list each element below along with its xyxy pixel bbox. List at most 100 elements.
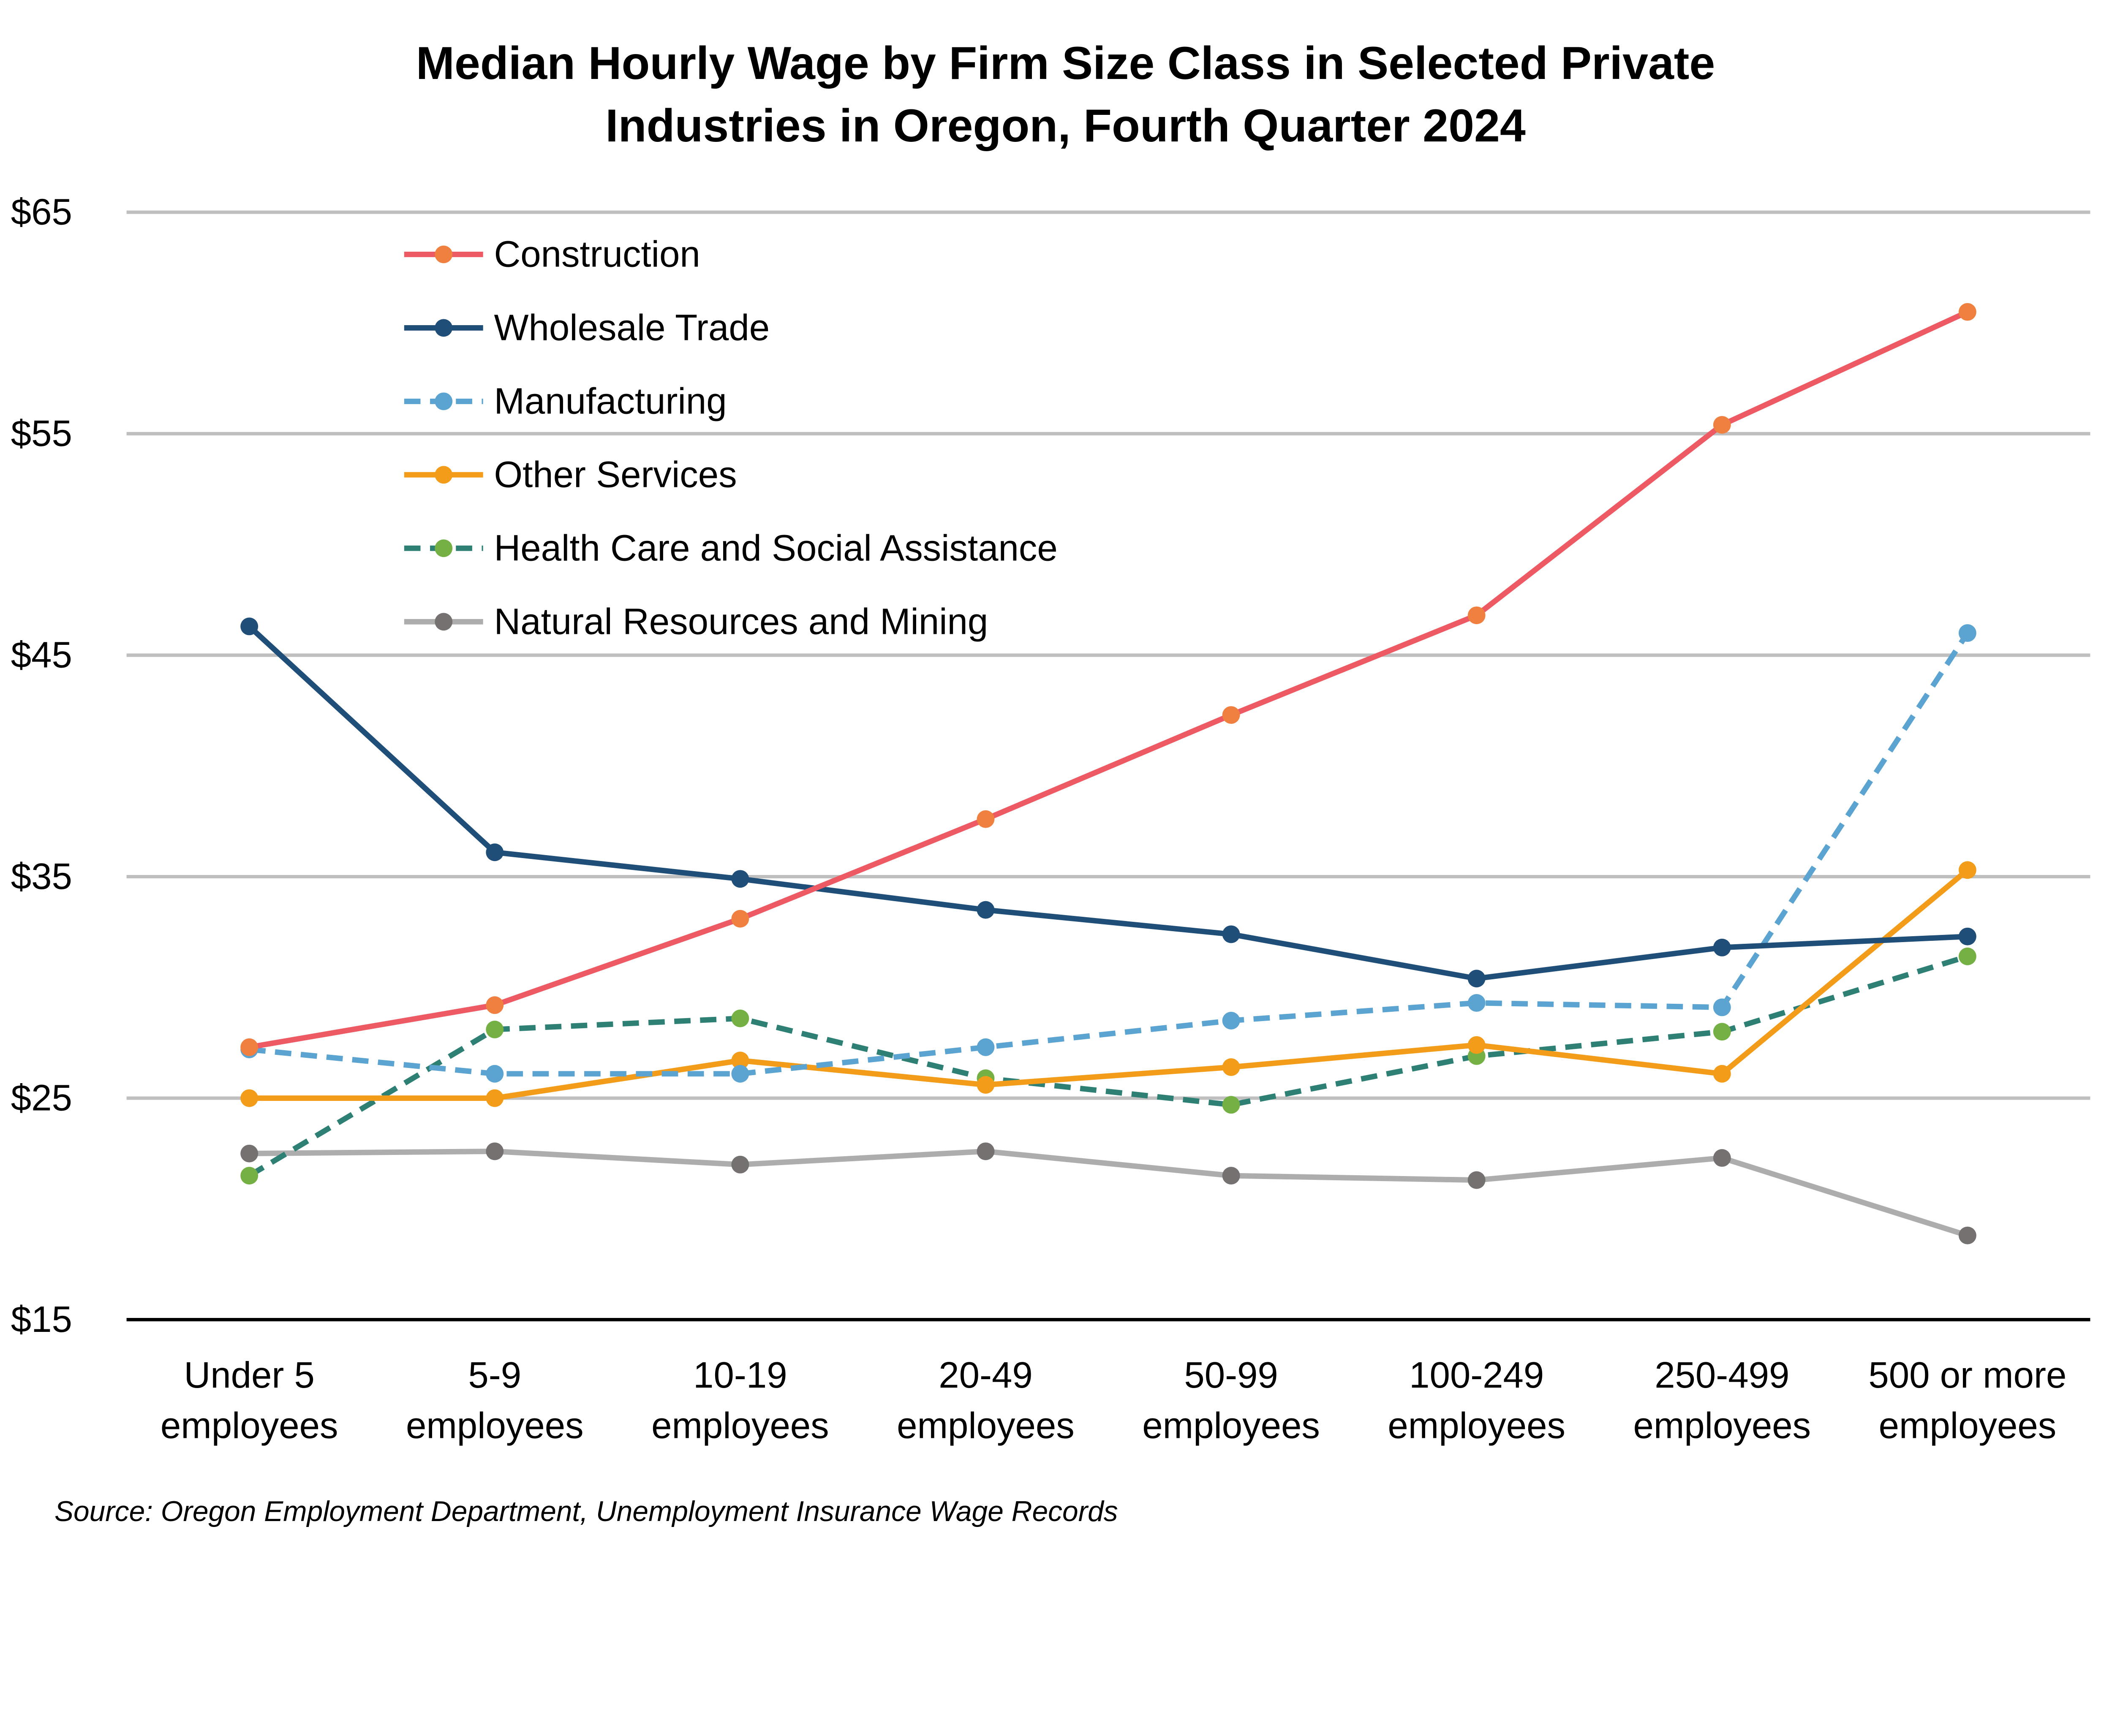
chart-title-line-2: Industries in Oregon, Fourth Quarter 202…	[605, 100, 1526, 152]
data-point	[1958, 861, 1976, 879]
x-tick-label: employees	[1142, 1405, 1320, 1446]
legend-label: Natural Resources and Mining	[494, 601, 988, 642]
data-point	[977, 901, 995, 919]
legend-marker	[435, 466, 453, 484]
data-point	[1958, 624, 1976, 642]
x-tick-label: employees	[651, 1405, 829, 1446]
data-point	[1222, 1058, 1240, 1076]
series-line	[249, 631, 1970, 1077]
series-construction	[240, 303, 1976, 1056]
x-tick-label: employees	[406, 1405, 584, 1446]
data-point	[1467, 970, 1486, 988]
legend-label: Health Care and Social Assistance	[494, 527, 1057, 568]
data-point	[486, 1020, 504, 1038]
legend-label: Wholesale Trade	[494, 307, 770, 348]
y-axis: $15 $25 $35 $45 $55 $65	[11, 192, 72, 1340]
data-point	[1958, 1226, 1976, 1244]
data-point	[486, 996, 504, 1014]
legend-label: Construction	[494, 234, 700, 274]
series-line	[247, 624, 1968, 981]
data-point	[1958, 303, 1976, 321]
line-chart: Median Hourly Wage by Firm Size Class in…	[11, 38, 2090, 1527]
data-point	[1713, 938, 1731, 956]
y-tick-label: $65	[11, 192, 72, 233]
x-tick-label: 100-249	[1409, 1355, 1544, 1396]
data-point	[240, 1038, 259, 1056]
legend-marker	[435, 392, 453, 410]
data-point	[486, 1089, 504, 1107]
series-line	[249, 1148, 1968, 1238]
chart-title-line-1: Median Hourly Wage by Firm Size Class in…	[416, 38, 1715, 89]
data-point	[240, 1144, 259, 1163]
data-point	[731, 1155, 749, 1174]
data-point	[486, 1142, 504, 1160]
legend-label: Manufacturing	[494, 380, 727, 421]
data-point	[977, 810, 995, 828]
legend-item: Manufacturing	[404, 380, 727, 421]
data-point	[977, 1038, 995, 1056]
data-point	[1958, 947, 1976, 965]
x-tick-label: 500 or more	[1868, 1355, 2066, 1396]
data-point	[1222, 706, 1240, 724]
x-tick-label: employees	[1879, 1405, 2057, 1446]
series-line	[249, 309, 1969, 1050]
data-point	[1222, 1167, 1240, 1185]
data-point	[486, 843, 504, 861]
x-tick-label: 50-99	[1184, 1355, 1278, 1396]
legend-label: Other Services	[494, 454, 737, 495]
data-point	[977, 1142, 995, 1160]
data-point	[240, 1089, 259, 1107]
data-point	[1222, 925, 1240, 943]
data-point	[1713, 998, 1731, 1016]
data-point	[1713, 1149, 1731, 1167]
data-point	[1467, 1171, 1486, 1189]
data-point	[1222, 1096, 1240, 1114]
x-tick-label: employees	[897, 1405, 1075, 1446]
x-axis: Under 5 employees 5-9 employees 10-19 employe…	[161, 1355, 2066, 1446]
x-tick-label: 10-19	[693, 1355, 787, 1396]
x-tick-label: employees	[1633, 1405, 1811, 1446]
legend-item: Health Care and Social Assistance	[404, 527, 1058, 568]
x-tick-label: Under 5	[184, 1355, 314, 1396]
data-point	[731, 1051, 749, 1070]
legend-item: Other Services	[404, 454, 737, 495]
y-tick-label: $25	[11, 1078, 72, 1119]
series-manufacturing	[240, 624, 1976, 1083]
legend-marker	[435, 245, 453, 264]
data-point	[1467, 606, 1486, 625]
legend: Construction Wholesale Trade Manufacturing…	[404, 234, 1058, 642]
y-tick-label: $15	[11, 1299, 72, 1340]
data-point	[1713, 1023, 1731, 1041]
series-line	[248, 954, 1968, 1178]
data-point	[486, 1065, 504, 1083]
legend-marker	[435, 613, 453, 631]
data-point	[1222, 1011, 1240, 1030]
legend-marker	[435, 539, 453, 557]
x-tick-label: 5-9	[468, 1355, 521, 1396]
data-point	[1713, 1065, 1731, 1083]
x-tick-label: 250-499	[1655, 1355, 1789, 1396]
data-point	[1713, 416, 1731, 434]
series-line	[249, 868, 1970, 1101]
source-note: Source: Oregon Employment Department, Un…	[54, 1496, 1118, 1527]
series-wholesale-trade	[240, 617, 1976, 988]
x-tick-label: employees	[161, 1405, 338, 1446]
data-point	[731, 1065, 749, 1083]
x-tick-label: employees	[1388, 1405, 1565, 1446]
legend-item: Natural Resources and Mining	[404, 601, 988, 642]
data-point	[1958, 927, 1976, 945]
series-other-services	[240, 861, 1976, 1107]
y-tick-label: $55	[11, 413, 72, 454]
data-point	[731, 870, 749, 888]
data-point	[1467, 994, 1486, 1012]
data-point	[240, 617, 259, 636]
y-tick-label: $45	[11, 635, 72, 676]
data-point	[240, 1167, 259, 1185]
legend-item: Construction	[404, 234, 700, 274]
legend-item: Wholesale Trade	[404, 307, 770, 348]
data-point	[731, 910, 749, 928]
data-point	[731, 1009, 749, 1027]
data-point	[977, 1076, 995, 1094]
series-group	[240, 303, 1976, 1244]
series-natural-resources-and-mining	[240, 1142, 1976, 1244]
